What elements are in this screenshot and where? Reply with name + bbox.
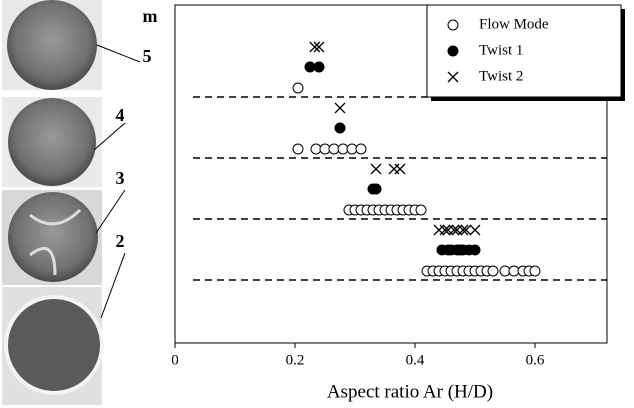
point (334, 122, 346, 134)
point (415, 204, 427, 216)
point (457, 224, 469, 236)
photo (8, 98, 96, 186)
legend-marker (447, 45, 459, 57)
legend (426, 4, 622, 98)
x-tick-label: 0 (171, 352, 179, 368)
y-axis-label: m (143, 6, 158, 26)
mode-label: 3 (116, 168, 125, 188)
point (313, 41, 325, 53)
x-tick-label: 0.2 (286, 352, 305, 368)
photo-detail (29, 208, 82, 276)
point (469, 224, 481, 236)
point (334, 102, 346, 114)
point (309, 41, 321, 53)
point (292, 82, 304, 94)
leader-line (95, 189, 126, 234)
point (487, 265, 499, 277)
mode-label: 4 (116, 105, 125, 125)
point (370, 183, 382, 195)
point (460, 224, 472, 236)
point (292, 143, 304, 155)
leader-line (100, 252, 126, 319)
x-tick-label: 0.4 (406, 352, 425, 368)
legend-label: Flow Mode (479, 16, 549, 32)
leader-line (93, 122, 126, 151)
photo (8, 192, 98, 282)
legend-label: Twist 1 (479, 42, 523, 58)
plot-frame (174, 4, 608, 344)
x-tick-label: 0.6 (526, 352, 545, 368)
photo (7, 0, 97, 90)
mode-label: 5 (143, 46, 152, 66)
point (469, 244, 481, 256)
point (529, 265, 541, 277)
leader-line (96, 44, 141, 63)
photos (2, 0, 141, 405)
point (370, 163, 382, 175)
photo (4, 295, 104, 395)
point (394, 163, 406, 175)
point (448, 224, 460, 236)
legend-marker (447, 71, 459, 83)
point (388, 163, 400, 175)
legend-marker (447, 19, 459, 31)
point (433, 224, 445, 236)
point (313, 61, 325, 73)
legend-label: Twist 2 (479, 68, 523, 84)
x-axis-label: Aspect ratio Ar (H/D) (327, 381, 493, 402)
point (439, 224, 451, 236)
point (355, 143, 367, 155)
mode-label: 2 (116, 231, 125, 251)
